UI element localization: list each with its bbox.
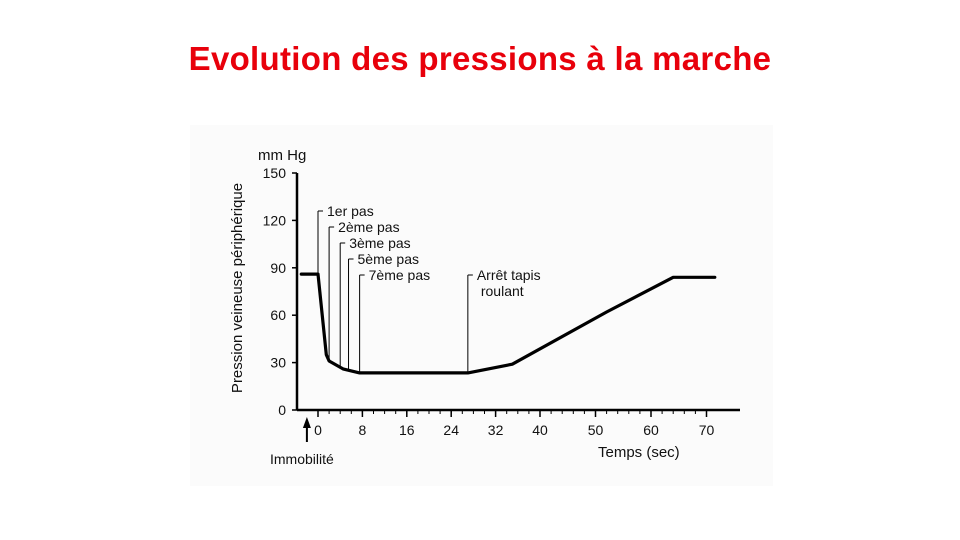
immobilite-label: Immobilité <box>270 451 334 467</box>
annotation-label-line2: roulant <box>481 283 524 299</box>
series <box>299 272 717 375</box>
annotation-label: 5ème pas <box>358 251 419 267</box>
x-tick-label: 0 <box>314 422 322 438</box>
annotation-label: 7ème pas <box>369 267 430 283</box>
x-tick-label: 32 <box>488 422 504 438</box>
y-axis-label: Pression veineuse périphérique <box>229 183 246 393</box>
x-tick-label: 16 <box>399 422 415 438</box>
x-tick-label: 40 <box>532 422 548 438</box>
y-tick-label: 30 <box>270 355 286 371</box>
x-axis-label: Temps (sec) <box>598 444 680 461</box>
y-tick-label: 120 <box>263 212 287 228</box>
x-tick-label: 24 <box>443 422 459 438</box>
chart-figure: 0 30 60 90 120 150 0 8 16 24 32 40 50 60 70 1er pas 2èm… <box>190 125 773 486</box>
x-tick-label: 70 <box>699 422 715 438</box>
y-unit-label: mm Hg <box>258 147 306 164</box>
y-tick-label: 90 <box>270 260 286 276</box>
pressure-chart: 0 30 60 90 120 150 0 8 16 24 32 40 50 60 70 1er pas2èm… <box>229 147 740 467</box>
x-tick-label: 8 <box>359 422 367 438</box>
annotation-label: 2ème pas <box>338 219 399 235</box>
y-tick-label: 0 <box>278 402 286 418</box>
immobilite-arrow-head <box>302 417 311 428</box>
slide-title: Evolution des pressions à la marche <box>188 40 772 77</box>
pressure-series-line <box>299 272 717 375</box>
y-tick-label: 150 <box>263 165 287 181</box>
x-tick-label: 50 <box>588 422 604 438</box>
annotation-label: Arrêt tapis <box>477 267 541 283</box>
annotation-label: 3ème pas <box>349 235 410 251</box>
y-tick-label: 60 <box>270 307 286 323</box>
x-tick-label: 60 <box>643 422 659 438</box>
annotation-label: 1er pas <box>327 203 374 219</box>
axes: 0 30 60 90 120 150 0 8 16 24 32 40 50 60 70 <box>263 165 740 442</box>
